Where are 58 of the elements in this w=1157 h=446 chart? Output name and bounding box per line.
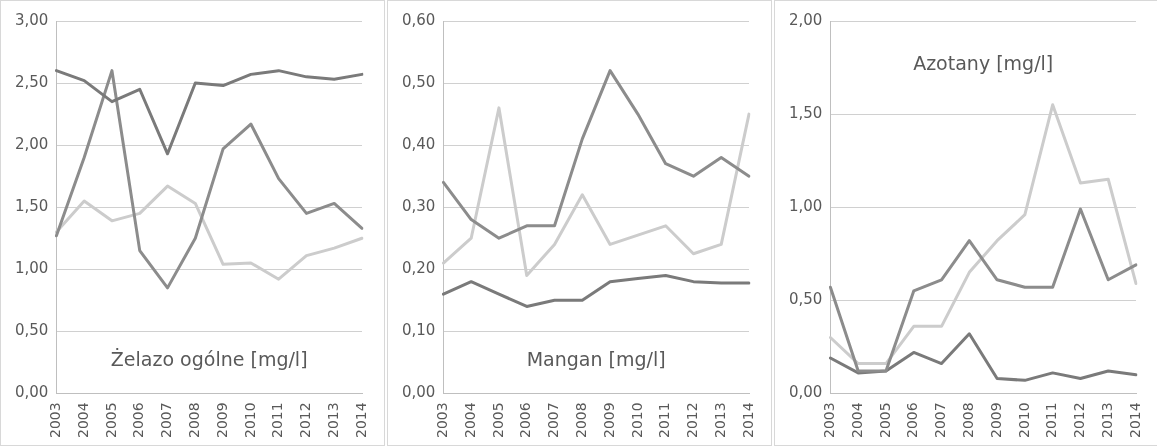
x-tick-label: 2006 [517,402,534,439]
y-tick-label: 0,10 [401,321,436,340]
x-tick-label: 2012 [1071,402,1088,439]
x-tick-label: 2010 [628,402,645,439]
x-tick-label: 2009 [213,402,230,439]
y-tick-label: 1,00 [788,197,823,216]
x-tick-label: 2010 [241,402,258,439]
x-tick-label: 2009 [987,402,1004,439]
x-tick-label: 2007 [932,402,949,439]
text: Azotany [mg/l] [913,51,1054,74]
x-tick-label: 2009 [600,402,617,439]
y-tick-label: 0,60 [401,10,436,29]
y-tick-label: 1,50 [14,197,49,216]
y-tick-label: 0,30 [401,197,436,216]
x-tick-label: 2006 [130,402,147,439]
x-tick-label: 2005 [102,402,119,439]
x-tick-label: 2008 [185,402,202,439]
y-tick-label: 1,00 [14,259,49,278]
y-tick-label: 0,00 [401,383,436,402]
y-tick-label: 0,40 [401,135,436,154]
x-tick-label: 2005 [489,402,506,439]
x-tick-label: 2014 [739,402,756,439]
y-tick-label: 3,00 [14,10,49,29]
y-tick-label: 1,50 [788,103,823,122]
x-tick-label: 2013 [711,402,728,439]
x-tick-label: 2012 [684,402,701,439]
x-tick-label: 2004 [461,402,478,439]
x-tick-label: 2008 [959,402,976,439]
y-tick-label: 2,00 [14,135,49,154]
x-tick-label: 2007 [158,402,175,439]
x-tick-label: 2005 [876,402,893,439]
y-tick-label: 0,50 [788,290,823,309]
y-tick-label: 0,00 [14,383,49,402]
text: Żelazo ogólne [mg/l] [110,348,308,371]
x-tick-label: 2012 [297,402,314,439]
x-tick-label: 2004 [848,402,865,439]
x-tick-label: 2011 [1043,402,1060,439]
x-tick-label: 2011 [656,402,673,439]
x-tick-label: 2014 [352,402,369,439]
x-tick-label: 2014 [1126,402,1143,439]
x-tick-label: 2003 [47,402,64,439]
y-tick-label: 0,50 [401,72,436,91]
x-tick-label: 2010 [1015,402,1032,439]
x-tick-label: 2004 [74,402,91,439]
x-tick-label: 2013 [324,402,341,439]
x-tick-label: 2013 [1098,402,1115,439]
x-tick-label: 2003 [821,402,838,439]
y-tick-label: 0,00 [788,383,823,402]
x-tick-label: 2006 [904,402,921,439]
y-tick-label: 0,50 [14,321,49,340]
x-tick-label: 2007 [545,402,562,439]
y-tick-label: 2,00 [788,10,823,29]
x-tick-label: 2011 [269,402,286,439]
y-tick-label: 0,20 [401,259,436,278]
x-tick-label: 2003 [434,402,451,439]
text: Mangan [mg/l] [526,348,666,371]
y-tick-label: 2,50 [14,72,49,91]
x-tick-label: 2008 [572,402,589,439]
